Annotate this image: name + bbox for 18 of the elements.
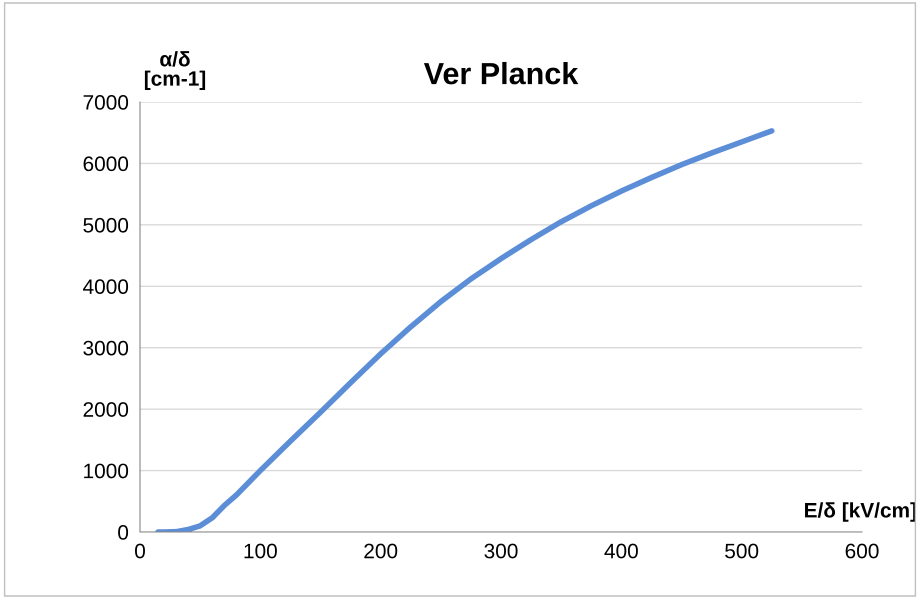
x-tick-label: 300	[484, 544, 518, 558]
y-tick-label: 3000	[83, 340, 128, 356]
x-tick-label: 600	[846, 544, 879, 558]
x-axis-title: E/δ [kV/cm]	[805, 502, 916, 522]
y-tick-label: 0	[118, 525, 128, 540]
x-tick-label: 200	[364, 544, 398, 558]
y-tick-label: 6000	[84, 156, 128, 172]
x-tick-label: 500	[725, 544, 758, 558]
y-tick-label: 7000	[84, 95, 128, 110]
y-tick-label: 2000	[84, 402, 128, 417]
y-tick-label: 4000	[83, 279, 128, 294]
y-tick-label: 5000	[83, 218, 128, 233]
x-tick-label: 100	[244, 544, 277, 558]
x-tick-label: 0	[135, 544, 145, 558]
y-tick-label: 1000	[84, 464, 128, 478]
y-axis-title: α/δ [cm-1]	[144, 51, 206, 90]
chart-title: Ver Planck	[424, 62, 578, 84]
x-tick-label: 400	[604, 544, 638, 558]
